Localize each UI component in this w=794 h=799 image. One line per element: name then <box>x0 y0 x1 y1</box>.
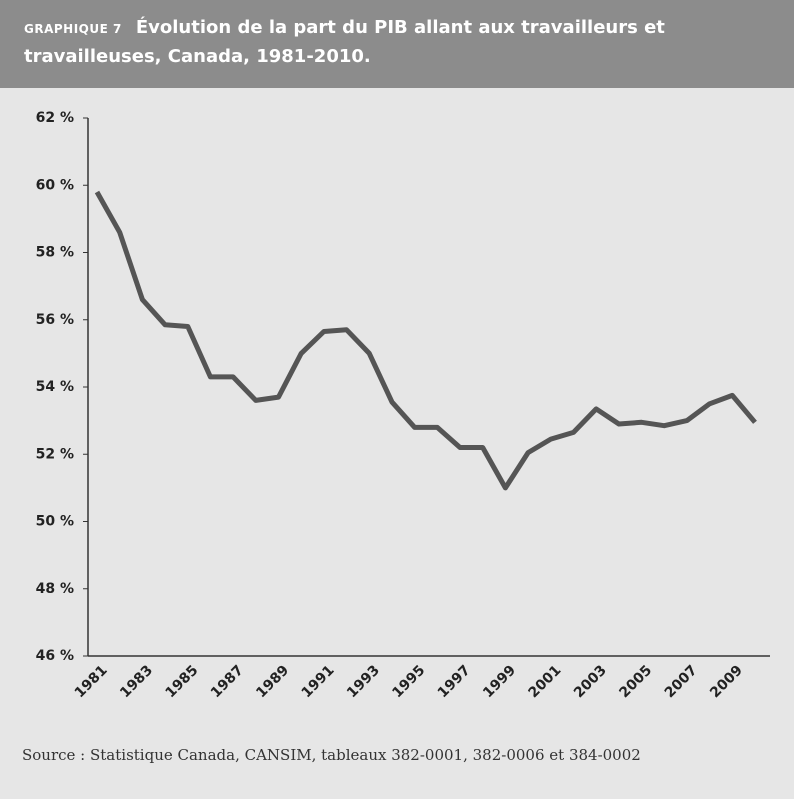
x-tick-label: 1983 <box>117 662 156 701</box>
y-tick-label: 54 % <box>36 379 74 395</box>
x-tick-label: 1999 <box>480 662 519 701</box>
x-tick-label: 1987 <box>208 662 247 701</box>
data-line <box>94 190 757 491</box>
x-tick-label: 2009 <box>707 662 746 701</box>
x-tick-label: 1981 <box>72 662 111 701</box>
y-tick-label: 52 % <box>36 446 74 462</box>
x-tick-label: 1989 <box>253 662 292 701</box>
x-tick-label: 2007 <box>662 662 701 701</box>
y-tick-label: 60 % <box>36 177 74 193</box>
y-tick-label: 56 % <box>36 312 74 328</box>
x-tick-label: 1997 <box>435 662 474 701</box>
x-tick-label: 1995 <box>389 662 428 701</box>
x-tick-label: 1991 <box>299 662 338 701</box>
source: Source : Statistique Canada, CANSIM, tab… <box>22 746 641 764</box>
chart-label: GRAPHIQUE 7 <box>24 22 122 36</box>
y-tick-label: 50 % <box>36 514 74 530</box>
y-tick-label: 46 % <box>36 648 74 664</box>
x-tick-label: 2005 <box>616 662 655 701</box>
x-tick-label: 2001 <box>526 662 565 701</box>
header: GRAPHIQUE 7 Évolution de la part du PIB a… <box>0 0 794 88</box>
y-tick-label: 62 % <box>36 110 74 126</box>
x-tick-label: 1985 <box>163 662 202 701</box>
x-tick-label: 2003 <box>571 662 610 701</box>
y-tick-label: 48 % <box>36 581 74 597</box>
chart: 46 % 48 % 50 % 52 % 54 % 56 % 58 % 60 % 62 % 1981… <box>36 110 770 701</box>
chart-title: Évolution de la part du PIB allant aux t… <box>24 17 665 67</box>
y-tick-label: 58 % <box>36 245 74 261</box>
x-tick-label: 1993 <box>344 662 383 701</box>
